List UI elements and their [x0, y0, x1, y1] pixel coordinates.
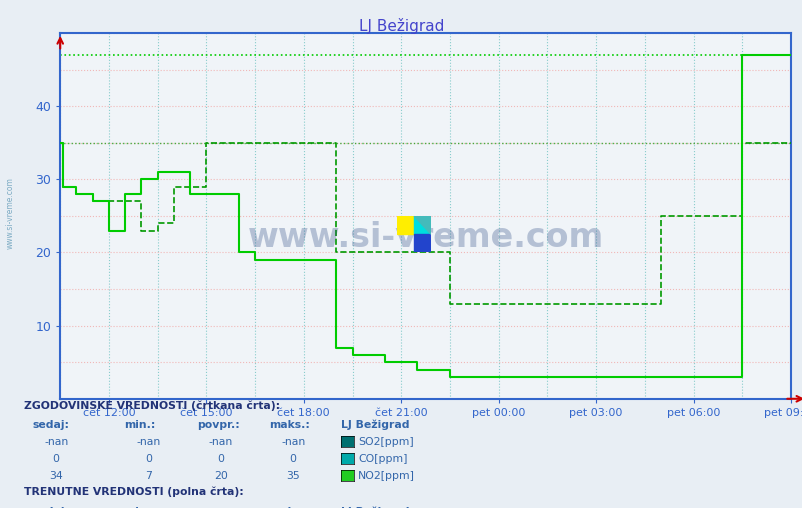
Text: povpr.:: povpr.:	[196, 506, 239, 508]
Bar	[414, 234, 431, 252]
Text: 0: 0	[145, 454, 152, 464]
Text: LJ Bežigrad: LJ Bežigrad	[358, 18, 444, 34]
Text: 0: 0	[53, 454, 59, 464]
Text: NO2[ppm]: NO2[ppm]	[358, 470, 415, 481]
Text: min.:: min.:	[124, 420, 156, 430]
Text: 35: 35	[286, 470, 300, 481]
Text: TRENUTNE VREDNOSTI (polna črta):: TRENUTNE VREDNOSTI (polna črta):	[24, 487, 244, 497]
Text: -nan: -nan	[281, 437, 305, 447]
Polygon shape	[414, 216, 431, 234]
Text: maks.:: maks.:	[269, 506, 310, 508]
Text: www.si-vreme.com: www.si-vreme.com	[247, 221, 603, 255]
Text: maks.:: maks.:	[269, 420, 310, 430]
Bar	[414, 216, 431, 234]
Text: sedaj:: sedaj:	[32, 420, 69, 430]
Text: CO[ppm]: CO[ppm]	[358, 454, 407, 464]
Text: 34: 34	[49, 470, 63, 481]
Text: 0: 0	[290, 454, 296, 464]
Text: -nan: -nan	[136, 437, 160, 447]
Text: www.si-vreme.com: www.si-vreme.com	[6, 177, 15, 249]
Text: LJ Bežigrad: LJ Bežigrad	[341, 506, 409, 508]
Text: 7: 7	[145, 470, 152, 481]
Text: 0: 0	[217, 454, 224, 464]
Bar	[397, 216, 414, 234]
Text: -nan: -nan	[44, 437, 68, 447]
Text: ZGODOVINSKE VREDNOSTI (črtkana črta):: ZGODOVINSKE VREDNOSTI (črtkana črta):	[24, 400, 280, 411]
Text: SO2[ppm]: SO2[ppm]	[358, 437, 413, 447]
Text: povpr.:: povpr.:	[196, 420, 239, 430]
Text: min.:: min.:	[124, 506, 156, 508]
Text: -nan: -nan	[209, 437, 233, 447]
Text: 20: 20	[213, 470, 228, 481]
Text: sedaj:: sedaj:	[32, 506, 69, 508]
Text: LJ Bežigrad: LJ Bežigrad	[341, 420, 409, 430]
